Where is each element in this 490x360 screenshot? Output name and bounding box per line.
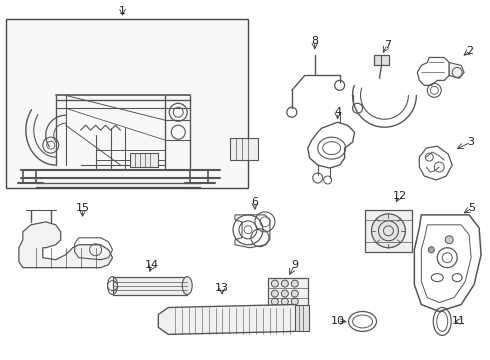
Polygon shape bbox=[449, 62, 464, 78]
Circle shape bbox=[292, 298, 298, 305]
Text: 5: 5 bbox=[468, 203, 476, 213]
Circle shape bbox=[281, 280, 288, 287]
Polygon shape bbox=[158, 305, 308, 334]
Circle shape bbox=[271, 298, 278, 305]
Ellipse shape bbox=[182, 276, 192, 294]
Bar bbox=[268, 278, 308, 310]
Circle shape bbox=[428, 247, 434, 253]
Circle shape bbox=[281, 298, 288, 305]
Circle shape bbox=[271, 290, 278, 297]
Text: 12: 12 bbox=[392, 191, 407, 201]
Bar bbox=[6, 19, 248, 188]
Text: 9: 9 bbox=[291, 260, 298, 270]
Text: 3: 3 bbox=[467, 137, 475, 147]
Bar bbox=[230, 138, 258, 160]
Bar bbox=[365, 210, 413, 252]
Bar bbox=[113, 276, 187, 294]
Text: 1: 1 bbox=[119, 6, 126, 15]
Text: 4: 4 bbox=[334, 107, 341, 117]
Text: 13: 13 bbox=[215, 283, 229, 293]
Text: 8: 8 bbox=[311, 36, 318, 46]
Text: 7: 7 bbox=[384, 40, 391, 50]
Text: 10: 10 bbox=[331, 316, 344, 327]
Bar bbox=[373, 55, 390, 66]
Bar bbox=[130, 153, 158, 167]
Bar bbox=[295, 305, 309, 332]
Text: 11: 11 bbox=[452, 316, 466, 327]
Text: 2: 2 bbox=[466, 45, 474, 55]
Circle shape bbox=[292, 280, 298, 287]
Circle shape bbox=[271, 280, 278, 287]
Circle shape bbox=[371, 214, 405, 248]
Circle shape bbox=[292, 290, 298, 297]
Circle shape bbox=[281, 290, 288, 297]
Text: 15: 15 bbox=[75, 203, 90, 213]
Circle shape bbox=[445, 236, 453, 244]
Polygon shape bbox=[19, 222, 113, 268]
Text: 6: 6 bbox=[251, 197, 258, 207]
Text: 14: 14 bbox=[146, 260, 159, 270]
